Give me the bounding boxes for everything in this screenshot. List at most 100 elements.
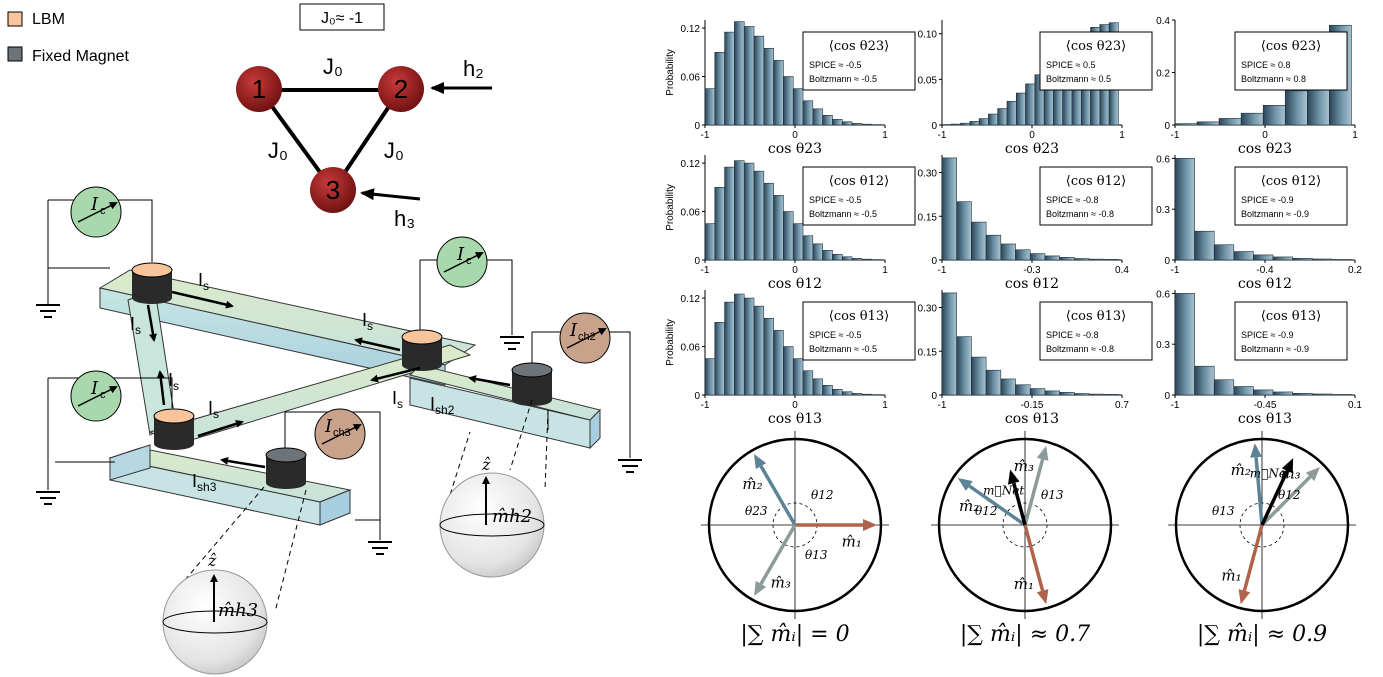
annotation-title: ⟨cos θ23⟩ [1261, 39, 1321, 54]
hist-bar [753, 170, 765, 261]
annotation-boltzmann: Boltzmann ≈ 0.8 [1241, 74, 1306, 84]
x-tick-label: 0 [792, 130, 798, 141]
hist-bar [1088, 393, 1104, 396]
circuit-diagram: I c I c I c I ch2 I ch3 [36, 186, 642, 675]
histogram-4: 0 0.15 0.30 -1 -0.3 0.4 cos θ12 ⟨cos θ12⟩ SPICE … [918, 155, 1153, 292]
hist-bar [851, 393, 863, 396]
hist-bar [1174, 293, 1195, 396]
node-3 [310, 167, 356, 213]
hist-bar [1311, 258, 1333, 261]
vector-label: m̂₁ [1014, 575, 1034, 593]
hist-bar [1059, 257, 1075, 261]
vector-diagram-0: m̂₁ m̂₂ m̂₃ θ12 θ23 θ13 |∑ m̂ᵢ| = 0 [701, 431, 889, 647]
current-source-ic-3: I c [436, 236, 488, 288]
hist-bar [832, 254, 843, 261]
hist-bar [851, 123, 863, 126]
svg-text:Ish3: Ish3 [192, 471, 217, 494]
y-tick-label: 0.12 [681, 24, 701, 35]
y-tick-label: 0.12 [681, 294, 701, 305]
vector-head [1305, 467, 1320, 482]
annotation-spice: SPICE ≈ -0.9 [1241, 195, 1293, 205]
hist-bar [1088, 258, 1104, 261]
hist-bar [861, 393, 872, 396]
node-2 [378, 66, 424, 112]
y-tick-label: 0.6 [1156, 289, 1170, 300]
vector-label: m̂₃ [771, 573, 791, 591]
hist-bar [714, 322, 725, 396]
hist-bar [773, 60, 784, 126]
svg-text:I: I [90, 194, 99, 215]
y-tick-label: 0 [1164, 391, 1170, 402]
hist-bar [861, 258, 872, 261]
y-tick-label: 0.3 [1156, 340, 1170, 351]
edge-12-label: J₀ [323, 54, 343, 79]
annotation-title: ⟨cos θ13⟩ [829, 309, 889, 324]
svg-text:ch3: ch3 [333, 427, 351, 439]
vector-head [1007, 469, 1020, 485]
angle-label: θ12 [975, 504, 998, 518]
x-tick-label: -1 [1171, 265, 1180, 276]
hist-bar [822, 115, 833, 126]
vector-head [754, 580, 767, 597]
edge-23-label: J₀ [384, 138, 404, 163]
hist-bar [1262, 105, 1286, 126]
angle-label: θ12 [1278, 488, 1301, 502]
fixed-magnet-swatch [7, 46, 23, 62]
hist-bar [763, 317, 774, 396]
y-tick-label: 0.30 [918, 304, 938, 315]
node-1 [236, 66, 282, 112]
vector-line [1254, 457, 1264, 526]
x-axis-label: cos θ12 [768, 276, 822, 292]
ground-icon [500, 336, 524, 350]
hist-bar [1059, 392, 1075, 396]
svg-text:I: I [324, 416, 333, 437]
annotation-title: ⟨cos θ13⟩ [1066, 309, 1126, 324]
vector-diagram-1: m̂₁ m̂₂ m̂₃ m⃗Net θ13 θ12 |∑ m̂ᵢ| ≈ 0.7 [931, 431, 1119, 647]
annotation-box: ⟨cos θ13⟩ SPICE ≈ -0.8 Boltzmann ≈ -0.8 [1039, 301, 1153, 361]
y-tick-label: 0 [931, 391, 937, 402]
svg-text:c: c [100, 205, 106, 217]
annotation-spice: SPICE ≈ -0.9 [1241, 330, 1293, 340]
hist-bar [792, 223, 804, 261]
hist-bar [1272, 256, 1293, 261]
annotation-spice: SPICE ≈ -0.5 [809, 195, 861, 205]
hist-bar [822, 385, 833, 396]
unit-circle [707, 437, 883, 613]
hist-bar [1025, 83, 1036, 126]
y-tick-label: 0.06 [681, 73, 701, 84]
lbm-magnet-1 [131, 262, 173, 304]
hist-bar [1015, 249, 1031, 261]
vector-diagrams: m̂₁ m̂₂ m̂₃ θ12 θ23 θ13 |∑ m̂ᵢ| = 0 m̂₁ m̂₂ m̂₃ m⃗… [701, 431, 1356, 647]
hist-bar [724, 166, 735, 261]
hist-bar [1015, 92, 1026, 126]
hist-bar [822, 250, 833, 261]
ground-icon [618, 459, 642, 473]
x-tick-label: 0 [792, 265, 798, 276]
annotation-box: ⟨cos θ23⟩ SPICE ≈ 0.8 Boltzmann ≈ 0.8 [1234, 31, 1348, 91]
annotation-title: ⟨cos θ23⟩ [829, 39, 889, 54]
hist-bar [841, 121, 853, 126]
hist-bar [1272, 391, 1293, 396]
x-tick-label: -0.4 [1256, 265, 1274, 276]
x-tick-label: 0.1 [1348, 400, 1362, 411]
y-tick-label: 0.06 [681, 208, 701, 219]
vector-head [1036, 445, 1049, 461]
hist-bar [1174, 123, 1198, 126]
hist-bar [743, 297, 755, 396]
vector-head [1281, 458, 1294, 474]
edge-13-label: J₀ [268, 138, 288, 163]
hist-bar [1044, 390, 1060, 396]
y-tick-label: 0.6 [1156, 154, 1170, 165]
hist-bar [1194, 230, 1215, 261]
unit-circle [937, 437, 1113, 613]
legend: LBM Fixed Magnet [7, 11, 129, 65]
field-h2-label: h₂ [463, 56, 484, 81]
y-tick-label: 0 [931, 256, 937, 267]
hist-bar [1292, 258, 1313, 261]
hist-bar [971, 356, 987, 396]
hist-bar [978, 118, 989, 126]
hist-bar [714, 52, 725, 126]
svg-text:Is: Is [168, 370, 179, 393]
hist-bar [1015, 384, 1031, 396]
y-tick-label: 0 [694, 256, 700, 267]
